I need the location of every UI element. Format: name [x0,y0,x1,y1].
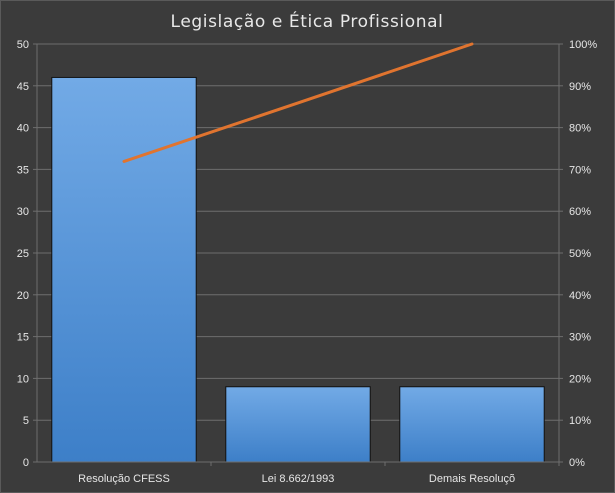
x-axis: Resolução CFESS Lei 8.662/1993 Demais Reso… [37,461,560,485]
x-tick-label: Demais Resoluçõ [429,473,515,485]
cumulative-percent-line [122,42,474,163]
y-tick-label: 0 [23,457,29,469]
y2-tick-label: 100% [569,39,597,51]
y-tick-label: 25 [17,248,29,260]
y-tick-label: 5 [23,415,29,427]
y2-tick-label: 40% [569,290,591,302]
y2-tick-label: 30% [569,332,591,344]
y2-tick-label: 70% [569,164,591,176]
bar [225,386,371,463]
y-tick-label: 15 [17,332,29,344]
x-tick-label: Resolução CFESS [78,473,170,485]
y-tick-label: 45 [17,81,29,93]
y2-tick-label: 10% [569,415,591,427]
y-tick-label: 20 [17,290,29,302]
y-axis-left: 0 5 10 15 20 25 30 35 40 45 50 [17,39,38,469]
bar [51,76,197,463]
x-tick-label: Lei 8.662/1993 [262,473,335,485]
y-tick-label: 50 [17,39,29,51]
y-tick-label: 10 [17,373,29,385]
y-tick-label: 30 [17,206,29,218]
y2-tick-label: 20% [569,373,591,385]
y-tick-label: 35 [17,164,29,176]
chart-title: Legislação e Ética Profissional [171,10,444,32]
y-axis-right: 0% 10% 20% 30% 40% 50% 60% 70% 80% 90% 100% [558,39,597,469]
y2-tick-label: 60% [569,206,591,218]
y2-tick-label: 80% [569,123,591,135]
y-tick-label: 40 [17,123,29,135]
bars [51,76,545,463]
y2-tick-label: 50% [569,248,591,260]
cumulative-line [122,42,474,163]
y2-tick-label: 90% [569,81,591,93]
bar [399,386,545,463]
y2-tick-label: 0% [569,457,585,469]
